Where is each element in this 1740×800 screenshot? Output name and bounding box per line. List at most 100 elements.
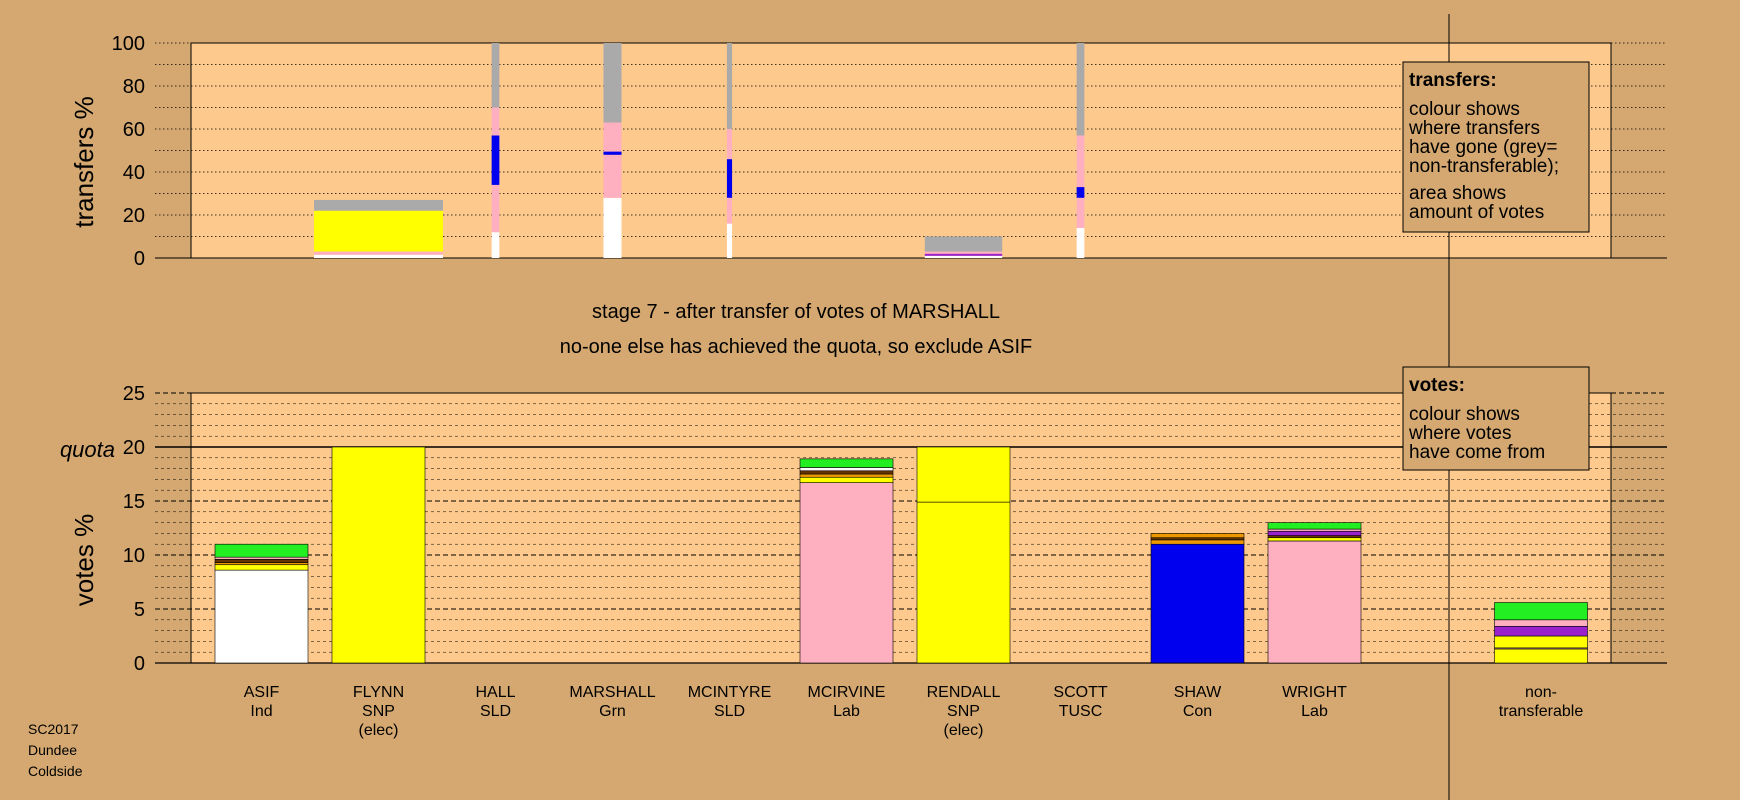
transfers-y-tick-label: 100 (112, 33, 145, 55)
transfer-segment (491, 232, 500, 258)
stage-title: stage 7 - after transfer of votes of MAR… (592, 301, 1000, 323)
vote-segment (1267, 528, 1362, 532)
candidate-party: SLD (480, 703, 511, 720)
candidate-labels: ASIFIndFLYNNSNP(elec)HALLSLDMARSHALLGrnM… (244, 684, 1584, 739)
votes-y-tick-label: 5 (134, 599, 145, 621)
votes-legend-box (1402, 366, 1590, 471)
candidate-label-shaw: SHAW Con (1174, 684, 1222, 720)
vote-segment (799, 467, 894, 472)
votes-legend-line: colour shows (1409, 404, 1520, 425)
vote-segment (1494, 619, 1588, 627)
vote-segment (1267, 535, 1362, 539)
votes-legend: votes: colour shows where votes have com… (1402, 366, 1590, 471)
transfers-panel: 0 20 40 60 80 100 transfers % (69, 33, 1667, 270)
vote-segment (1494, 625, 1588, 637)
transfers-y-tick-label: 80 (123, 76, 145, 98)
vote-segment (916, 446, 1011, 503)
transfers-legend: transfers: colour shows where transfers … (1402, 61, 1590, 233)
candidate-label-wright: WRIGHT Lab (1282, 684, 1347, 720)
candidate-name: FLYNN (353, 684, 404, 701)
candidate-label-rendall: RENDALL SNP (elec) (927, 684, 1001, 739)
vote-segment (1267, 540, 1362, 664)
transfers-legend-line: where transfers (1408, 118, 1540, 139)
votes-y-tick-label: 10 (123, 545, 145, 567)
transfer-segment (1076, 43, 1085, 136)
candidate-label-mcirvine: MCIRVINE Lab (808, 684, 886, 720)
transfers-y-tick-label: 0 (134, 248, 145, 270)
transfer-segment (314, 251, 443, 255)
votes-bars (214, 446, 1588, 664)
vote-segment (799, 470, 894, 475)
vote-segment (1150, 537, 1245, 541)
candidate-party: SLD (714, 703, 745, 720)
candidate-label-marshall: MARSHALL Grn (569, 684, 655, 720)
candidate-name: MARSHALL (569, 684, 655, 701)
transfer-segment (924, 253, 1003, 256)
candidate-party: Ind (250, 703, 272, 720)
transfers-legend-line: have gone (grey= (1409, 137, 1557, 158)
votes-y-tick-label: 25 (123, 383, 145, 405)
candidate-party: Lab (833, 703, 860, 720)
nontransferable-label: non-transferable (1499, 684, 1584, 720)
vote-segment (214, 564, 309, 571)
transfers-legend-title: transfers: (1409, 70, 1497, 91)
candidate-status: (elec) (358, 722, 398, 739)
transfers-y-tick-label: 60 (123, 119, 145, 141)
votes-legend-line: where votes (1408, 423, 1511, 444)
transfer-segment (1076, 227, 1085, 258)
vote-bar-asif (214, 543, 309, 664)
candidate-party: SNP (362, 703, 395, 720)
candidate-label-flynn: FLYNN SNP (elec) (353, 684, 404, 739)
transfer-bar-flynn (314, 199, 443, 258)
transfer-bar-mcintyre (726, 43, 733, 258)
candidate-party: Con (1183, 703, 1212, 720)
vote-segment (214, 543, 309, 558)
transfers-legend-box (1402, 61, 1590, 233)
footer-council: Dundee (28, 742, 77, 758)
votes-y-ticks: 0 5 10 15 20 25 (123, 383, 145, 675)
transfer-segment (1076, 197, 1085, 228)
nontransferable-label-line: transferable (1499, 703, 1584, 720)
transfer-segment (1076, 135, 1085, 188)
transfer-segment (491, 107, 500, 136)
transfers-bars (314, 43, 1085, 258)
votes-y-tick-label: 20 (123, 437, 145, 459)
transfer-segment (603, 151, 622, 155)
vote-bar-rendall (916, 446, 1011, 664)
votes-y-axis-label: votes % (69, 514, 99, 607)
vote-segment (799, 482, 894, 664)
vote-segment (1267, 537, 1362, 542)
candidate-party: SNP (947, 703, 980, 720)
transfer-segment (491, 184, 500, 233)
votes-legend-title: votes: (1409, 375, 1465, 396)
vote-bar-non-transferable (1494, 602, 1588, 664)
transfer-segment (314, 210, 443, 252)
transfers-y-axis-label: transfers % (69, 96, 99, 228)
candidate-status: (elec) (943, 722, 983, 739)
vote-segment (1494, 635, 1588, 649)
candidate-party: Grn (599, 703, 626, 720)
transfer-bar-rendall (924, 236, 1003, 258)
transfer-segment (924, 255, 1003, 258)
candidate-name: MCIRVINE (808, 684, 886, 701)
candidate-label-mcintyre: MCINTYRE SLD (688, 684, 772, 720)
candidate-party: Lab (1301, 703, 1328, 720)
transfer-segment (603, 122, 622, 152)
candidate-label-hall: HALL SLD (475, 684, 515, 720)
transfer-segment (603, 197, 622, 258)
vote-segment (799, 476, 894, 483)
candidate-name: ASIF (244, 684, 280, 701)
vote-bar-mcirvine (799, 458, 894, 664)
vote-segment (1150, 533, 1245, 539)
candidate-name: MCINTYRE (688, 684, 772, 701)
transfer-segment (924, 251, 1003, 254)
stage-subtitle: no-one else has achieved the quota, so e… (560, 336, 1033, 358)
candidate-name: RENDALL (927, 684, 1001, 701)
transfer-bar-hall (491, 43, 500, 258)
candidate-name: HALL (475, 684, 515, 701)
transfer-bar-marshall (603, 43, 622, 258)
candidate-label-scott: SCOTT TUSC (1053, 684, 1107, 720)
vote-segment (214, 562, 309, 566)
candidate-label-asif: ASIF Ind (244, 684, 280, 720)
